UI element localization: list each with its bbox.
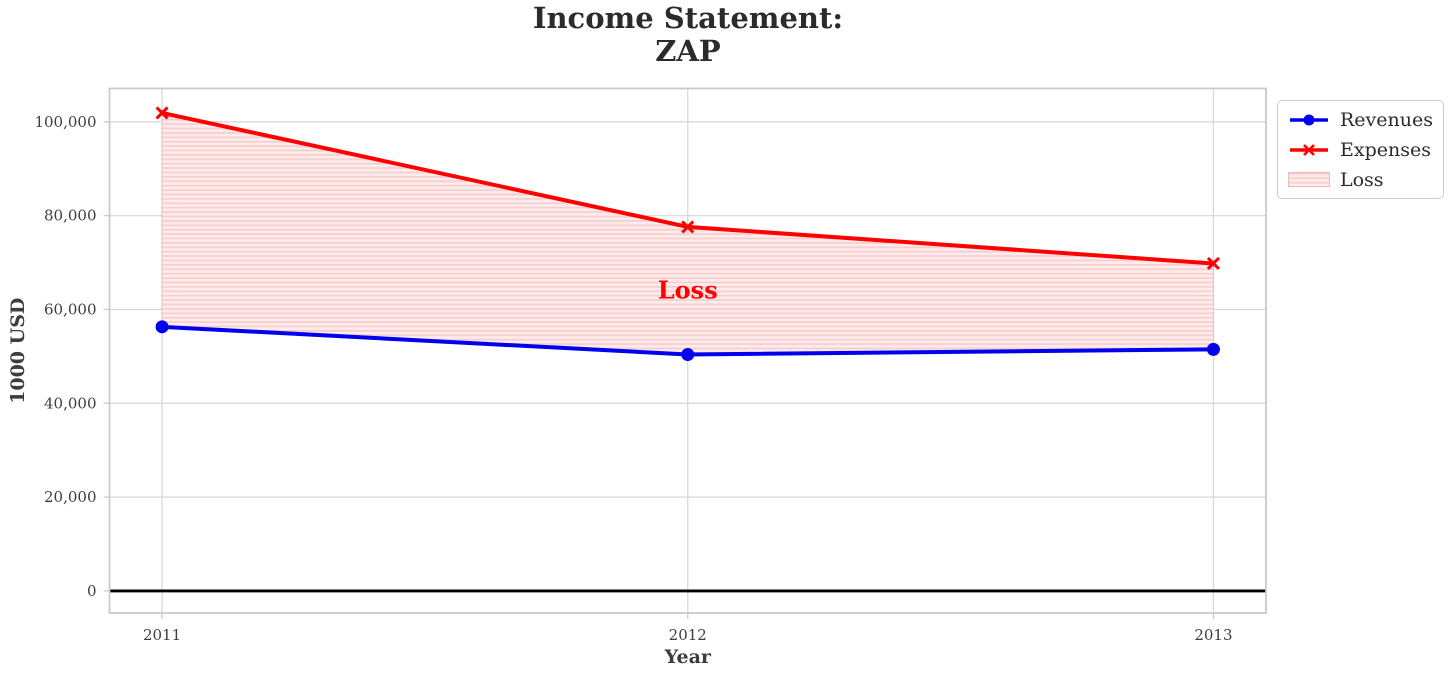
chart-title-line2: ZAP	[655, 34, 721, 68]
y-tick-label: 60,000	[44, 300, 97, 318]
data-point-circle-marker	[155, 320, 169, 334]
revenues-line-marker-icon	[1290, 114, 1328, 125]
data-point-x-marker	[681, 220, 695, 234]
data-point-circle-marker	[1206, 342, 1220, 356]
revenues-series	[155, 320, 1220, 362]
data-point-circle-marker	[681, 348, 695, 362]
y-tick-label: 100,000	[34, 113, 96, 131]
legend-label-expenses: Expenses	[1340, 138, 1431, 161]
legend-label-loss: Loss	[1340, 168, 1384, 191]
tick-labels: 0 20,000 40,000 60,000 80,000 100,000 2011 2012…	[34, 113, 1232, 644]
y-tick-label: 20,000	[44, 488, 97, 506]
chart-title: Income Statement: ZAP	[110, 2, 1266, 68]
legend-item-loss: Loss	[1288, 168, 1435, 191]
loss-hatch-swatch-icon	[1288, 172, 1330, 187]
expenses-line-marker-icon	[1290, 143, 1328, 156]
x-tick-label: 2011	[143, 626, 181, 644]
legend-item-expenses: Expenses	[1288, 138, 1435, 161]
chart-title-line1: Income Statement:	[532, 1, 844, 35]
x-axis-label: Year	[664, 646, 712, 668]
y-tick-label: 80,000	[44, 207, 97, 225]
expenses-series	[155, 106, 1220, 271]
y-tick-label: 40,000	[44, 394, 97, 412]
data-point-x-marker	[1206, 256, 1220, 271]
x-tick-label: 2013	[1194, 626, 1232, 644]
x-tick-label: 2012	[669, 626, 707, 644]
y-axis-label: 1000 USD	[7, 298, 29, 404]
legend-item-revenues: Revenues	[1288, 108, 1435, 131]
loss-annotation: Loss	[658, 276, 718, 305]
legend-label-revenues: Revenues	[1340, 108, 1433, 131]
data-point-x-marker	[155, 106, 169, 120]
axis-ticks	[103, 121, 1215, 619]
y-tick-label: 0	[87, 582, 97, 600]
chart-legend: Revenues Expenses Loss	[1277, 100, 1444, 199]
